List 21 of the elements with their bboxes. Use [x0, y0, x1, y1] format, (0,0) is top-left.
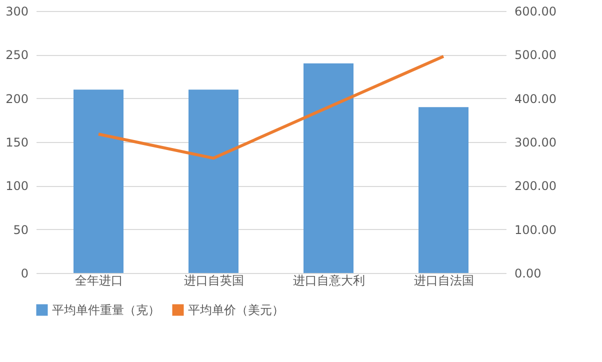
- y-tick-label: 50: [13, 222, 28, 237]
- y-tick-label: 150: [6, 136, 28, 150]
- legend-label: 平均单件重量（克）: [52, 303, 160, 317]
- y2-tick-label: 600.00: [514, 4, 556, 18]
- y2-tick-label: 500.00: [514, 48, 556, 62]
- line-series: [97, 54, 445, 160]
- x-tick-label: 进口自英国: [184, 274, 244, 288]
- x-tick-label: 进口自意大利: [293, 274, 365, 288]
- y2-tick-label: 300.00: [514, 136, 556, 150]
- y-tick-label: 200: [6, 92, 28, 106]
- y2-tick-label: 0.00: [514, 266, 542, 280]
- y-tick-label: 300: [6, 4, 28, 18]
- y-tick-label: 250: [6, 48, 28, 62]
- y-tick-label: 0: [20, 266, 28, 280]
- legend-label: 平均单价（美元）: [188, 303, 284, 317]
- x-tick-label: 进口自法国: [414, 274, 474, 288]
- y-tick-label: 100: [6, 179, 28, 194]
- y2-tick-label: 200.00: [514, 179, 556, 194]
- y2-tick-label: 400.00: [514, 92, 556, 106]
- x-tick-label: 全年进口: [75, 274, 123, 288]
- y2-tick-label: 100.00: [514, 222, 556, 237]
